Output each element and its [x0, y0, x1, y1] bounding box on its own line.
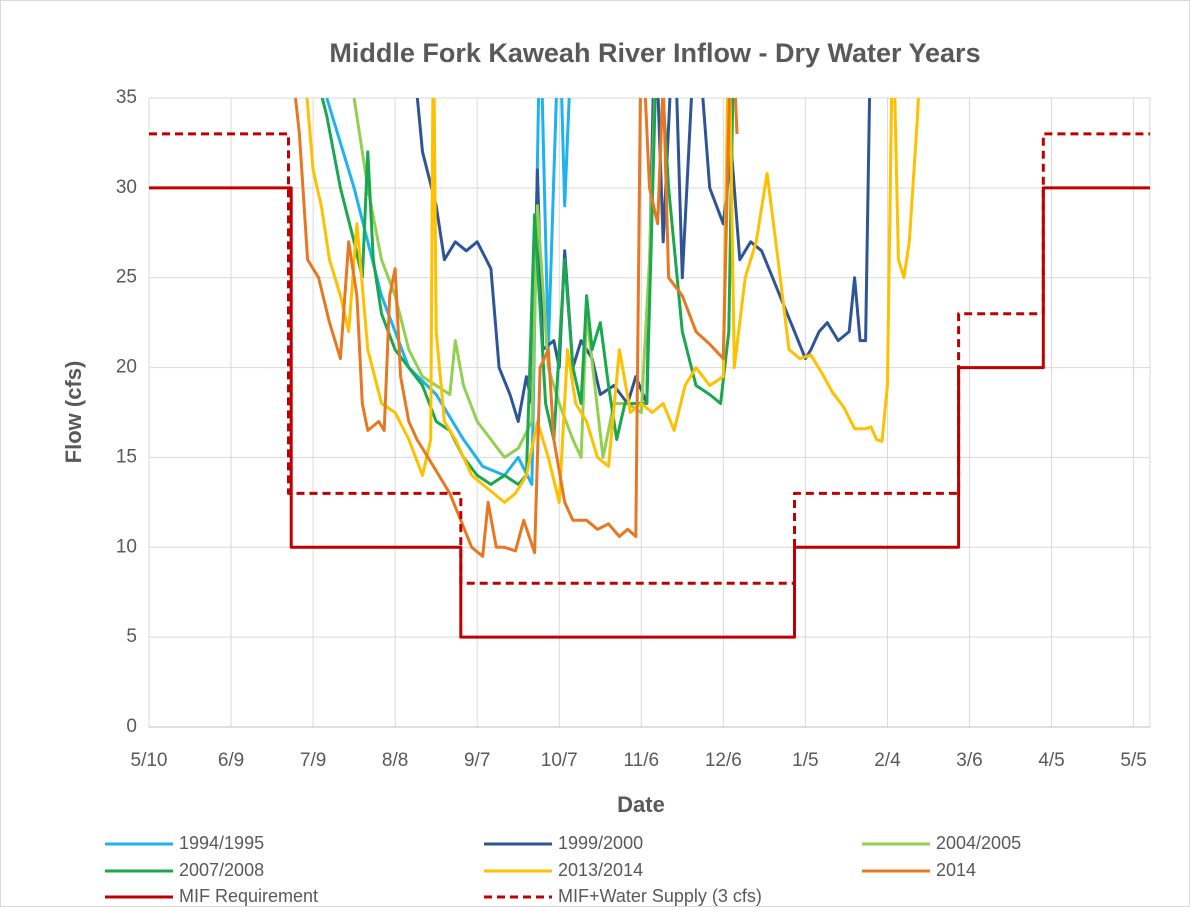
legend-label: 2007/2008: [179, 860, 264, 880]
series-line: [325, 98, 571, 486]
x-axis-label: Date: [617, 792, 665, 817]
series-line: [320, 98, 735, 486]
legend-label: 2014: [936, 860, 976, 880]
y-tick-label: 30: [116, 177, 137, 198]
x-tick-label: 10/7: [541, 750, 578, 771]
series-line: [293, 98, 739, 558]
y-tick-label: 35: [116, 87, 137, 108]
x-tick-label: 11/6: [624, 750, 660, 771]
x-tick-label: 12/6: [705, 750, 742, 771]
legend-label: 2013/2014: [558, 860, 643, 880]
legend-label: MIF+Water Supply (3 cfs): [558, 886, 762, 906]
x-tick-label: 4/5: [1038, 750, 1064, 771]
legend-label: 1999/2000: [558, 833, 643, 853]
y-tick-label: 25: [116, 267, 137, 288]
x-tick-label: 6/9: [218, 750, 244, 771]
y-tick-label: 0: [126, 716, 137, 737]
x-tick-label: 9/7: [464, 750, 490, 771]
x-tick-label: 2/4: [874, 750, 901, 771]
x-tick-label: 3/6: [956, 750, 982, 771]
x-tick-label: 5/10: [131, 750, 168, 771]
x-tick-label: 8/8: [382, 750, 408, 771]
legend-label: MIF Requirement: [179, 886, 318, 906]
legend-label: 2004/2005: [936, 833, 1021, 853]
chart-title: Middle Fork Kaweah River Inflow - Dry Wa…: [329, 38, 980, 68]
series-line: [149, 132, 1150, 585]
series-line: [352, 98, 657, 459]
x-tick-label: 7/9: [300, 750, 326, 771]
series-line: [149, 186, 1150, 639]
plot-area: [149, 98, 1150, 639]
y-tick-label: 15: [116, 446, 137, 467]
y-axis-label: Flow (cfs): [61, 361, 86, 464]
series-line: [305, 98, 920, 504]
y-tick-label: 20: [116, 357, 137, 378]
y-tick-label: 5: [126, 626, 137, 647]
y-tick-label: 10: [116, 536, 137, 557]
x-tick-label: 1/5: [792, 750, 818, 771]
x-tick-label: 5/5: [1120, 750, 1146, 771]
legend-label: 1994/1995: [179, 833, 264, 853]
